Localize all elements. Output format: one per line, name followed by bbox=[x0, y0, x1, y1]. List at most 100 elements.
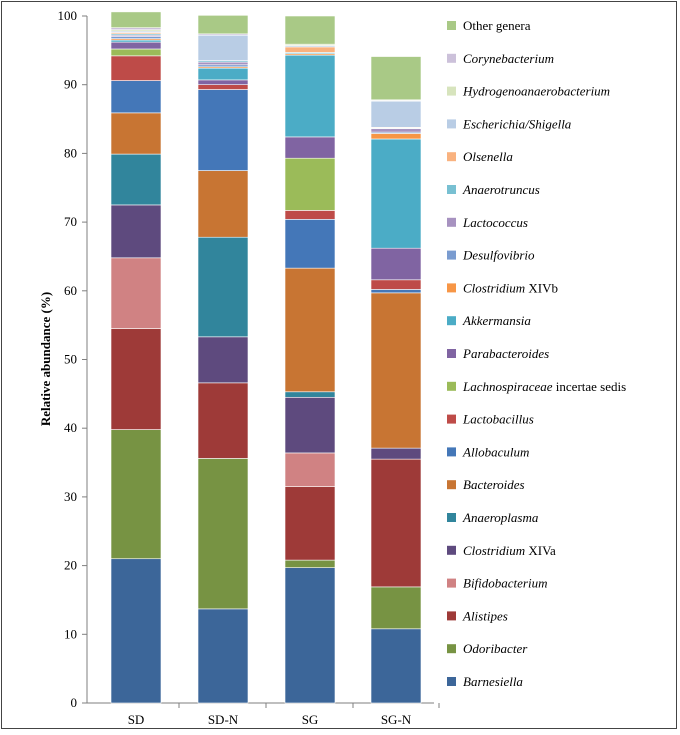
bar-segment-sd-n-17 bbox=[197, 34, 249, 61]
y-tick-label: 20 bbox=[64, 558, 77, 573]
legend-entry: Anaeroplasma bbox=[462, 510, 539, 525]
legend-entry: Lactococcus bbox=[462, 215, 528, 230]
bar-segment-sd-19 bbox=[110, 27, 162, 31]
bar-segment-sg-n-11 bbox=[370, 138, 422, 249]
legend-entry: Allobaculum bbox=[462, 444, 529, 459]
bar-segment-sg-n-2 bbox=[370, 458, 422, 588]
legend-entry: Clostridium XIVb bbox=[463, 280, 558, 295]
bar-segment-sg-7 bbox=[284, 219, 336, 269]
y-tick-label: 80 bbox=[64, 145, 77, 160]
legend-swatch bbox=[447, 545, 456, 555]
legend-swatch bbox=[447, 480, 456, 490]
y-tick-label: 30 bbox=[64, 489, 77, 504]
legend-entry: Alistipes bbox=[462, 608, 508, 623]
legend-label-italic: Parabacteroides bbox=[462, 346, 549, 361]
legend-label-italic: Lachnospiraceae bbox=[462, 379, 553, 394]
bar-segment-sd-8 bbox=[110, 55, 162, 81]
bar-segment-sd-n-7 bbox=[197, 89, 249, 171]
bar-segment-sd-20 bbox=[110, 11, 162, 28]
bar-segment-sg-n-17 bbox=[370, 100, 422, 128]
legend-label-italic: Corynebacterium bbox=[463, 51, 554, 66]
legend-entry: Clostridium XIVa bbox=[463, 543, 556, 558]
bar-segment-sg-20 bbox=[284, 15, 336, 45]
y-tick-label: 10 bbox=[64, 626, 77, 641]
bar-segment-sd-11 bbox=[110, 39, 162, 43]
bar-segment-sd-n-14 bbox=[197, 61, 249, 66]
bar-segment-sg-3 bbox=[284, 452, 336, 487]
bar-segment-sg-n-20 bbox=[370, 56, 422, 101]
bar-segment-sg-10 bbox=[284, 136, 336, 159]
bar-segment-sd-5 bbox=[110, 153, 162, 206]
legend-entry: Lachnospiraceae incertae sedis bbox=[462, 379, 626, 394]
bar-segment-sg-6 bbox=[284, 267, 336, 393]
axes: 0 10 20 30 40 50 60 70 80 90 100 SD SD-N SG SG-N bbox=[58, 8, 440, 727]
x-category-label: SD-N bbox=[208, 712, 239, 727]
legend-label-italic: Barnesiella bbox=[463, 674, 523, 689]
legend-entry: Bacteroides bbox=[463, 477, 525, 492]
legend-swatch bbox=[447, 644, 456, 654]
bar-segment-sd-2 bbox=[110, 328, 162, 430]
bar-segment-sg-16 bbox=[284, 46, 336, 53]
bar-segment-sd-n-4 bbox=[197, 336, 249, 384]
bar-segment-sg-11 bbox=[284, 54, 336, 138]
bar-segment-sd-n-11 bbox=[197, 67, 249, 81]
bar-segment-sg-n-14 bbox=[370, 128, 422, 133]
bar-segment-sd-3 bbox=[110, 257, 162, 329]
bar-segment-sg-n-10 bbox=[370, 247, 422, 281]
bar-segment-sg-5 bbox=[284, 391, 336, 398]
bar-segment-sd-4 bbox=[110, 204, 162, 259]
legend-entry: Escherichia/Shigella bbox=[462, 116, 572, 131]
x-category-label: SD bbox=[128, 712, 145, 727]
bar-segment-sg-n-1 bbox=[370, 586, 422, 630]
legend-entry: Other genera bbox=[463, 18, 531, 33]
x-category-label: SG-N bbox=[381, 712, 412, 727]
bar-segment-sd-10 bbox=[110, 41, 162, 50]
bar-segment-sd-n-2 bbox=[197, 382, 249, 459]
legend-label-plain: Other genera bbox=[463, 18, 531, 33]
legend-label-italic: Desulfovibrio bbox=[462, 248, 535, 263]
legend-entry: Corynebacterium bbox=[463, 51, 554, 66]
bar-segment-sd-n-20 bbox=[197, 15, 249, 35]
legend-swatch bbox=[447, 53, 456, 63]
legend-entry: Akkermansia bbox=[462, 313, 531, 328]
legend: Other genera Corynebacterium Hydrogenoanae… bbox=[447, 18, 626, 689]
legend-entry: Lactobacillus bbox=[462, 412, 534, 427]
bar-segment-sd-0 bbox=[110, 558, 162, 704]
legend-entry: Hydrogenoanaerobacterium bbox=[462, 84, 610, 99]
y-tick-label: 60 bbox=[64, 283, 77, 298]
legend-label-italic: Alistipes bbox=[462, 608, 508, 623]
bar-segment-sd-n-0 bbox=[197, 608, 249, 704]
bar-segment-sd-13 bbox=[110, 36, 162, 39]
y-tick-label: 90 bbox=[64, 77, 77, 92]
legend-label-italic: Olsenella bbox=[463, 149, 513, 164]
bar-segment-sd-6 bbox=[110, 112, 162, 155]
bar-segment-sg-8 bbox=[284, 210, 336, 220]
legend-label-italic: Lactococcus bbox=[462, 215, 528, 230]
legend-swatch bbox=[447, 611, 456, 621]
legend-label-italic: Bifidobacterium bbox=[463, 576, 548, 591]
legend-swatch bbox=[447, 283, 456, 293]
bar-segment-sg-n-12 bbox=[370, 133, 422, 140]
legend-swatch bbox=[447, 677, 456, 686]
legend-swatch bbox=[447, 513, 456, 522]
legend-label-italic: Clostridium bbox=[463, 543, 525, 558]
bar-segment-sg-2 bbox=[284, 486, 336, 561]
legend-label-italic: Anaerotruncus bbox=[462, 182, 540, 197]
legend-swatch bbox=[447, 349, 456, 358]
x-category-label: SG bbox=[302, 712, 319, 727]
y-axis-label: Relative abundance (%) bbox=[38, 292, 53, 426]
bar-segment-sg-n-0 bbox=[370, 628, 422, 704]
legend-swatch bbox=[447, 152, 456, 162]
bar-segment-sg-n-4 bbox=[370, 447, 422, 460]
bars bbox=[110, 11, 422, 704]
bar-segment-sd-7 bbox=[110, 80, 162, 114]
bar-segment-sg-9 bbox=[284, 157, 336, 211]
legend-swatch bbox=[447, 217, 456, 227]
bar-segment-sg-1 bbox=[284, 559, 336, 568]
legend-entry: Anaerotruncus bbox=[462, 182, 540, 197]
legend-label-italic: Lactobacillus bbox=[462, 412, 534, 427]
y-tick-label: 0 bbox=[71, 695, 78, 710]
legend-swatch bbox=[447, 250, 456, 260]
legend-swatch bbox=[447, 119, 456, 129]
